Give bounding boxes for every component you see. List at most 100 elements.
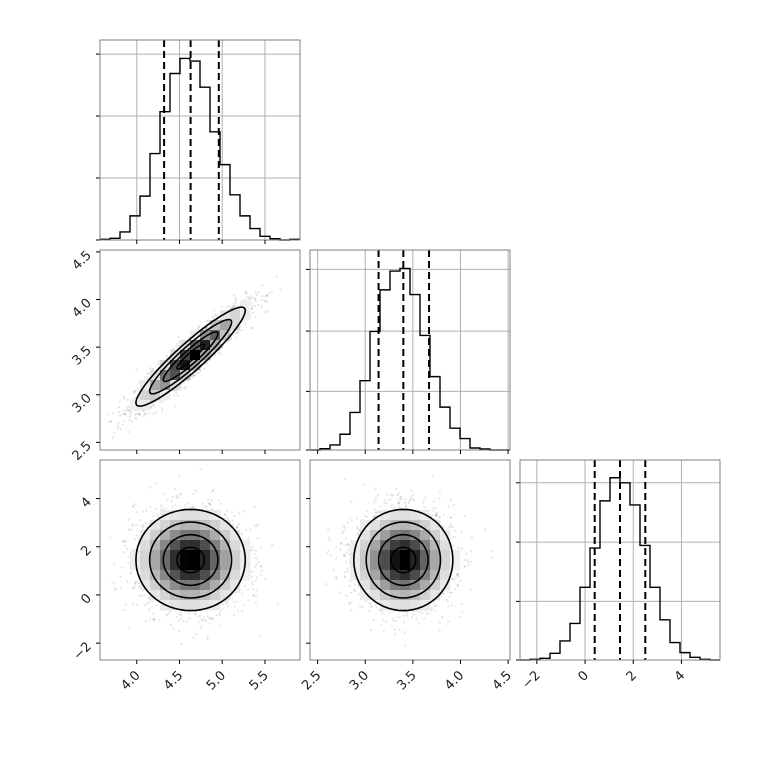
scatter-point [164, 507, 167, 510]
scatter-point [203, 616, 206, 619]
scatter-point [209, 504, 212, 507]
scatter-point [137, 412, 140, 416]
scatter-point [145, 620, 148, 623]
panel-frame [99, 39, 301, 241]
scatter-point [208, 502, 211, 505]
density-cell [200, 600, 211, 611]
density-cell [170, 380, 181, 391]
density-cell [210, 530, 221, 541]
scatter-point [173, 405, 177, 408]
scatter-point [229, 589, 232, 593]
density-cell [200, 530, 211, 541]
scatter-point [119, 586, 122, 589]
scatter-point [130, 413, 133, 416]
scatter-point [188, 617, 191, 620]
scatter-point [369, 605, 372, 608]
scatter-point [132, 397, 135, 400]
scatter-point [146, 602, 149, 605]
density-cell [160, 570, 171, 581]
histogram-panel-2 [306, 249, 511, 451]
scatter-point [148, 412, 151, 415]
scatter-point [222, 516, 225, 519]
density-cell [150, 520, 161, 531]
density-cell [190, 590, 201, 601]
scatter-point [180, 617, 183, 620]
scatter-point [154, 507, 158, 510]
scatter-point [208, 502, 212, 506]
scatter-point [259, 565, 263, 568]
scatter-point [145, 371, 149, 375]
scatter-point [148, 486, 152, 489]
scatter-point [123, 412, 126, 416]
density-cell [210, 580, 221, 591]
density-cell [230, 540, 241, 551]
scatter-point [142, 524, 145, 527]
scatter-point [267, 292, 270, 295]
scatter-point [132, 586, 135, 589]
scatter-point [196, 370, 199, 373]
density-cell [160, 360, 171, 371]
scatter-point [114, 587, 117, 590]
density-cell [130, 560, 141, 571]
scatter-point [226, 518, 229, 521]
scatter-point [208, 622, 212, 625]
scatter-point [250, 327, 254, 330]
scatter-point [265, 300, 269, 303]
scatter-point [442, 513, 445, 516]
contour-line [162, 331, 219, 383]
scatter-point [191, 376, 194, 379]
density-cell [240, 540, 251, 551]
scatter-point [160, 504, 163, 507]
x-tick-label: 5.5 [247, 668, 272, 693]
scatter-point [232, 613, 236, 616]
scatter-point [128, 406, 131, 409]
density-cell [130, 550, 141, 561]
density-cell [190, 510, 201, 521]
scatter-point [400, 495, 403, 499]
scatter-point [375, 511, 378, 514]
scatter-point [218, 611, 222, 615]
scatter-point [406, 612, 409, 615]
scatter-point [254, 549, 257, 552]
scatter-point [237, 308, 241, 311]
scatter-point [218, 624, 221, 627]
scatter-point [133, 391, 136, 394]
scatter-point [187, 612, 190, 615]
scatter-point [253, 505, 257, 508]
scatter-point [176, 342, 179, 345]
contour-line [162, 533, 219, 587]
scatter-point [247, 588, 250, 592]
scatter-point [244, 291, 247, 294]
scatter-point [410, 489, 413, 492]
scatter-point [237, 590, 240, 594]
scatter-point [207, 498, 210, 501]
scatter-point [266, 294, 269, 297]
scatter-point [128, 626, 131, 629]
scatter-point [178, 475, 181, 478]
scatter-point [226, 601, 229, 604]
scatter-point [126, 547, 129, 550]
scatter-point [252, 588, 255, 591]
scatter-point [120, 566, 124, 569]
scatter-point [116, 427, 120, 430]
scatter-point [254, 297, 257, 300]
scatter-point [254, 553, 257, 556]
scatter-point [113, 563, 116, 566]
scatter-point [374, 487, 377, 490]
scatter-point [235, 600, 238, 603]
scatter-point [135, 580, 138, 583]
density-cell [180, 520, 191, 531]
density-cell [140, 540, 151, 551]
scatter-point [205, 320, 208, 323]
scatter-point [97, 414, 99, 416]
scatter-point [240, 532, 244, 535]
scatter-point [186, 620, 189, 624]
scatter-point [199, 468, 202, 471]
scatter-point [177, 496, 180, 499]
scatter-point [201, 619, 204, 622]
density-cell [210, 560, 221, 571]
scatter-point [123, 539, 126, 542]
scatter-point [235, 526, 238, 529]
scatter-point [307, 582, 309, 584]
